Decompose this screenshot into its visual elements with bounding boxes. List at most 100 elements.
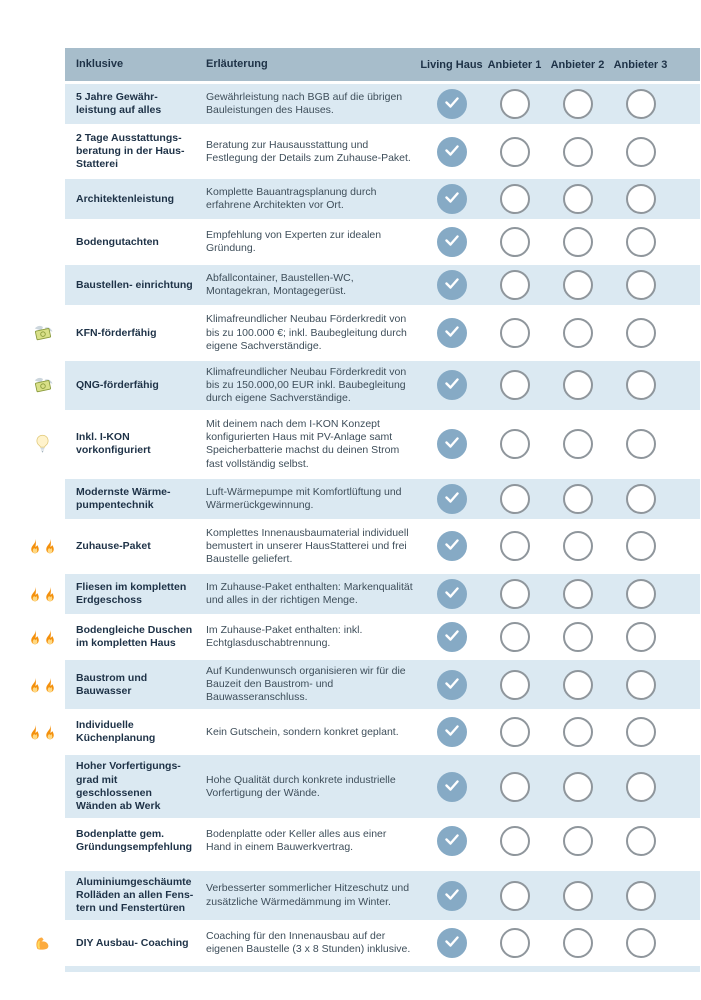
empty-circle-anbieter-3 bbox=[625, 318, 656, 349]
check-cell-anbieter-1 bbox=[483, 184, 546, 215]
row-description: Kein Gutschein, sondern konkret geplant. bbox=[206, 725, 399, 738]
check-icon bbox=[444, 887, 459, 905]
empty-circle-anbieter-3 bbox=[625, 771, 656, 802]
check-icon bbox=[444, 233, 459, 251]
check-cell-anbieter-3 bbox=[609, 429, 672, 460]
empty-circle-anbieter-2 bbox=[562, 370, 593, 401]
row-provider-cells bbox=[420, 825, 672, 856]
check-cell-anbieter-1 bbox=[483, 270, 546, 301]
empty-circle-anbieter-3 bbox=[625, 928, 656, 959]
check-icon bbox=[444, 676, 459, 694]
check-cell-anbieter-3 bbox=[609, 622, 672, 652]
check-cell-anbieter-2 bbox=[546, 370, 609, 401]
row-card: KFN-förderfähig Klimafreundlicher Neubau … bbox=[65, 308, 700, 358]
row-description: Verbesserter sommerlicher Hitzeschutz un… bbox=[206, 882, 410, 908]
row-title: Zuhause-Paket bbox=[76, 539, 151, 552]
row-description: Komplettes Innenausbaumaterial individue… bbox=[206, 526, 409, 565]
header-provider-labels: Living Haus Anbieter 1 Anbieter 2 Anbieter … bbox=[420, 59, 672, 71]
money-wings-icon bbox=[31, 324, 55, 343]
check-icon bbox=[444, 934, 459, 952]
check-cell-anbieter-3 bbox=[609, 136, 672, 167]
row-icon-gutter bbox=[20, 574, 65, 614]
empty-circle-anbieter-2 bbox=[562, 318, 593, 349]
check-cell-living-haus bbox=[420, 771, 483, 802]
row-title: Bodengutachten bbox=[76, 235, 159, 248]
flexed-biceps-icon bbox=[33, 934, 52, 952]
empty-circle-anbieter-2 bbox=[562, 928, 593, 959]
check-cell-anbieter-2 bbox=[546, 669, 609, 700]
row-description: Im Zuhause-Paket enthalten: Markenqualit… bbox=[206, 580, 413, 606]
check-cell-anbieter-3 bbox=[609, 318, 672, 349]
empty-circle-anbieter-1 bbox=[499, 184, 530, 215]
checkmark-circle-living-haus bbox=[436, 136, 467, 167]
empty-circle-anbieter-2 bbox=[562, 880, 593, 911]
header-provider-anbieter-1: Anbieter 1 bbox=[487, 58, 542, 71]
row-description: Bodenplatte oder Keller alles aus einer … bbox=[206, 827, 387, 853]
row-description: Coaching für den Innenausbau auf der eig… bbox=[206, 930, 411, 956]
check-cell-anbieter-2 bbox=[546, 136, 609, 167]
row-title: 5 Jahre Gewähr- leistung auf alles bbox=[76, 90, 162, 116]
check-cell-anbieter-1 bbox=[483, 429, 546, 460]
empty-circle-anbieter-2 bbox=[562, 184, 593, 215]
check-cell-anbieter-2 bbox=[546, 928, 609, 959]
row-provider-cells bbox=[420, 270, 672, 301]
checkmark-circle-living-haus bbox=[436, 184, 467, 215]
row-provider-cells bbox=[420, 531, 672, 562]
table-row: Zuhause-Paket Komplettes Innenausbaumater… bbox=[20, 521, 700, 571]
check-cell-anbieter-2 bbox=[546, 717, 609, 748]
row-icon-gutter bbox=[20, 265, 65, 305]
check-cell-living-haus bbox=[420, 669, 483, 700]
check-cell-anbieter-1 bbox=[483, 370, 546, 401]
row-card: Inkl. I-KON vorkonfiguriert Mit deinem na… bbox=[65, 413, 700, 476]
check-cell-anbieter-2 bbox=[546, 429, 609, 460]
checkmark-circle-living-haus bbox=[436, 622, 467, 652]
empty-circle-anbieter-2 bbox=[562, 579, 593, 609]
check-cell-anbieter-2 bbox=[546, 270, 609, 301]
check-icon bbox=[444, 832, 459, 850]
row-icon-gutter bbox=[20, 413, 65, 476]
check-cell-living-haus bbox=[420, 227, 483, 258]
check-icon bbox=[444, 723, 459, 741]
fire-icon bbox=[43, 629, 57, 645]
empty-circle-anbieter-1 bbox=[499, 429, 530, 460]
fire-icon bbox=[28, 538, 42, 554]
table-row: Baustellen- einrichtung Abfallcontainer, … bbox=[20, 265, 700, 306]
empty-circle-anbieter-1 bbox=[499, 669, 530, 700]
check-icon bbox=[444, 376, 459, 394]
check-cell-anbieter-3 bbox=[609, 227, 672, 258]
row-provider-cells bbox=[420, 227, 672, 258]
empty-circle-anbieter-3 bbox=[625, 184, 656, 215]
empty-circle-anbieter-1 bbox=[499, 270, 530, 301]
checkmark-circle-living-haus bbox=[436, 928, 467, 959]
row-card: Individuelle Küchenplanung Kein Gutschein… bbox=[65, 712, 700, 753]
checkmark-circle-living-haus bbox=[436, 669, 467, 700]
table-row: KFN-förderfähig Klimafreundlicher Neubau … bbox=[20, 308, 700, 358]
empty-circle-anbieter-1 bbox=[499, 717, 530, 748]
checkmark-circle-living-haus bbox=[436, 483, 467, 514]
check-cell-anbieter-2 bbox=[546, 227, 609, 258]
empty-circle-anbieter-1 bbox=[499, 136, 530, 167]
row-icon-gutter bbox=[20, 923, 65, 963]
check-cell-anbieter-1 bbox=[483, 227, 546, 258]
row-card: Hoher Vorfertigungs- grad mit geschlosse… bbox=[65, 755, 700, 818]
empty-circle-anbieter-1 bbox=[499, 928, 530, 959]
table-header: Inklusive Erläuterung Living Haus Anbiete… bbox=[65, 48, 700, 81]
check-icon bbox=[444, 190, 459, 208]
row-icon-gutter bbox=[20, 821, 65, 861]
check-cell-anbieter-1 bbox=[483, 579, 546, 609]
row-description: Im Zuhause-Paket enthalten: inkl. Echtgl… bbox=[206, 623, 363, 649]
table-row: 2 Tage Ausstattungs- beratung in der Hau… bbox=[20, 127, 700, 177]
check-cell-anbieter-1 bbox=[483, 928, 546, 959]
checkmark-circle-living-haus bbox=[436, 429, 467, 460]
check-icon bbox=[444, 143, 459, 161]
check-cell-living-haus bbox=[420, 318, 483, 349]
table-body: 5 Jahre Gewähr- leistung auf alles Gewähr… bbox=[20, 84, 700, 964]
check-cell-anbieter-1 bbox=[483, 825, 546, 856]
row-provider-cells bbox=[420, 483, 672, 514]
row-card: Aluminiumgeschäumte Rolläden an allen Fe… bbox=[65, 870, 700, 921]
row-card: Bodengutachten Empfehlung von Experten zu… bbox=[65, 222, 700, 263]
empty-circle-anbieter-1 bbox=[499, 318, 530, 349]
row-description: Gewährleistung nach BGB auf die übrigen … bbox=[206, 90, 403, 116]
check-cell-anbieter-1 bbox=[483, 89, 546, 119]
row-provider-cells bbox=[420, 370, 672, 401]
